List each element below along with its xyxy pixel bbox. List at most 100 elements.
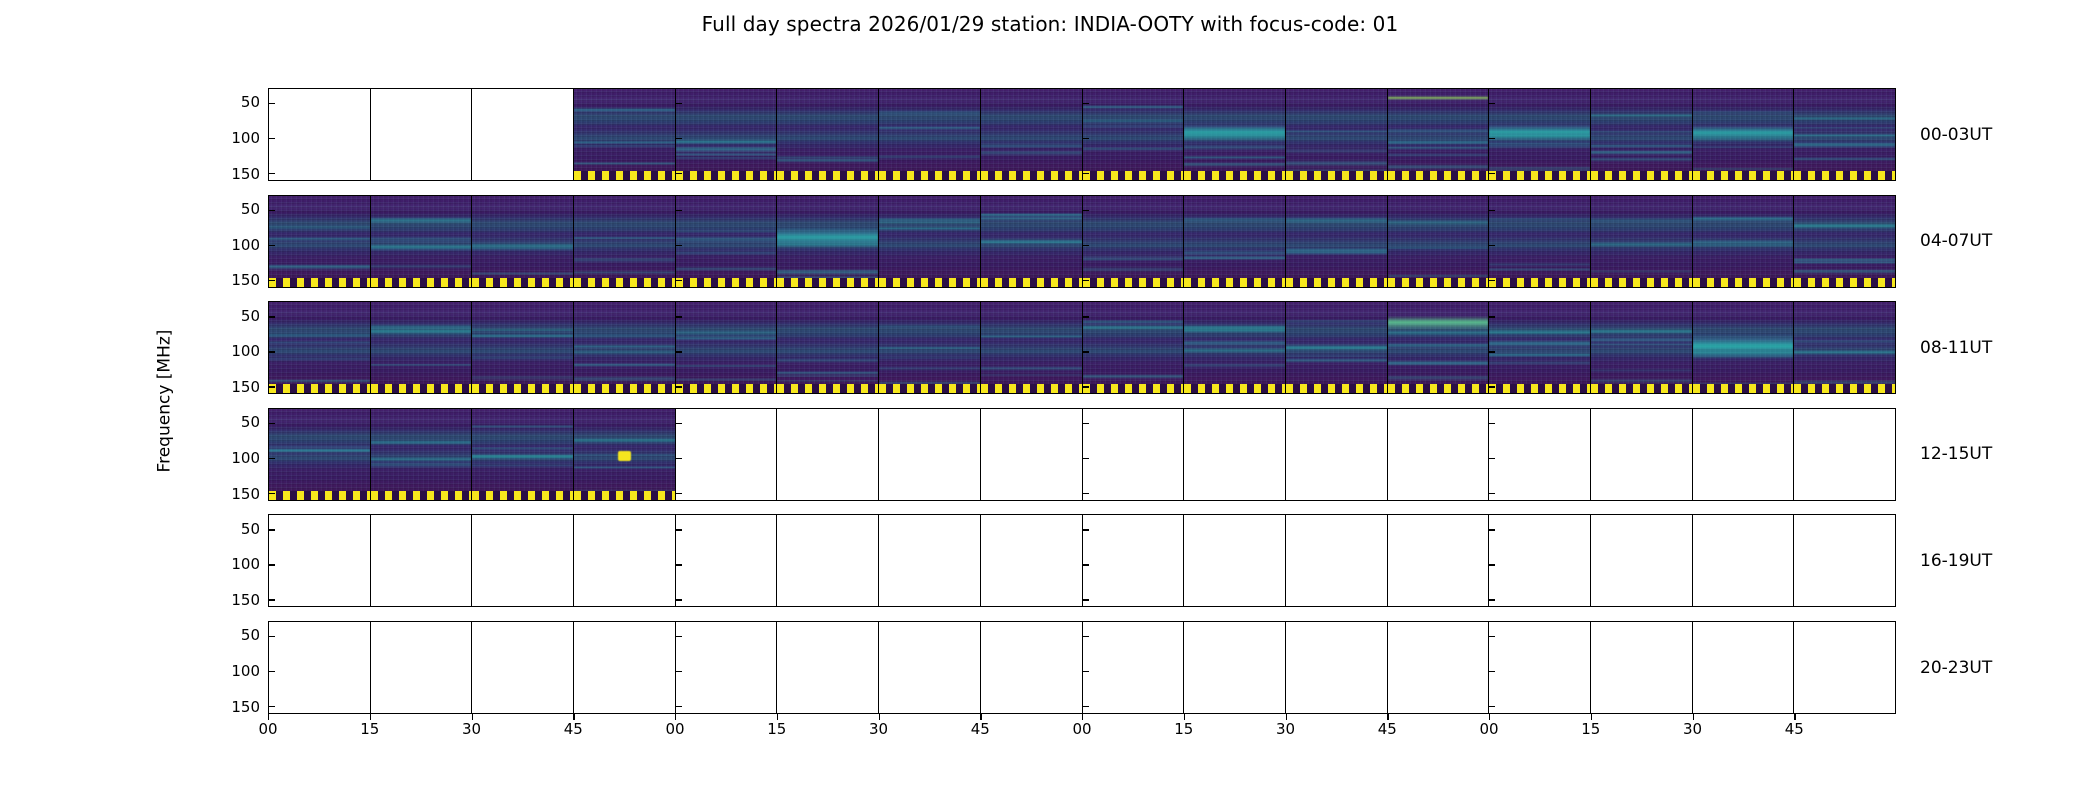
- spectrogram-image: [980, 195, 1082, 287]
- spectrogram-panel[interactable]: [369, 407, 472, 501]
- spectrogram-panel[interactable]: [1793, 621, 1896, 714]
- spectrogram-panel[interactable]: [573, 301, 675, 395]
- spectrogram-panel[interactable]: [1183, 194, 1285, 288]
- spectrogram-panel[interactable]: [573, 194, 675, 288]
- spectrogram-panel[interactable]: [1488, 621, 1590, 714]
- spectrogram-panel[interactable]: [268, 514, 370, 608]
- spectrogram-panel[interactable]: [776, 621, 879, 714]
- spectrogram-panel[interactable]: [471, 88, 574, 181]
- spectrogram-panel[interactable]: [268, 301, 370, 395]
- spectrogram-panel[interactable]: [674, 301, 777, 395]
- spectrogram-panel[interactable]: [1691, 407, 1794, 501]
- spectrogram-panel[interactable]: [1691, 621, 1794, 714]
- y-axis-tick: [1082, 564, 1089, 566]
- spectrogram-panel[interactable]: [1691, 88, 1794, 181]
- spectrogram-panel[interactable]: [573, 88, 675, 181]
- spectrogram-panel[interactable]: [268, 194, 370, 288]
- spectrogram-panel[interactable]: [1488, 301, 1590, 395]
- spectrogram-panel[interactable]: [1589, 514, 1692, 608]
- spectrogram-panel[interactable]: [1793, 407, 1896, 501]
- spectrogram-panel[interactable]: [776, 301, 879, 395]
- spectrogram-panel[interactable]: [1589, 301, 1692, 395]
- spectrogram-panel[interactable]: [878, 514, 980, 608]
- spectrogram-panel[interactable]: [1691, 301, 1794, 395]
- spectrogram-panel[interactable]: [776, 194, 879, 288]
- spectrogram-panel[interactable]: [1183, 301, 1285, 395]
- spectrogram-panel[interactable]: [1488, 194, 1590, 288]
- spectrogram-panel[interactable]: [1081, 621, 1184, 714]
- spectrogram-panel[interactable]: [1284, 194, 1387, 288]
- spectrogram-panel[interactable]: [1183, 514, 1285, 608]
- spectrogram-panel[interactable]: [573, 514, 675, 608]
- spectrogram-panel[interactable]: [1386, 514, 1489, 608]
- spectrogram-panel[interactable]: [878, 301, 980, 395]
- spectrogram-panel[interactable]: [979, 514, 1082, 608]
- spectrogram-panel[interactable]: [369, 194, 472, 288]
- spectrogram-panel[interactable]: [1081, 88, 1184, 181]
- spectrogram-panel[interactable]: [471, 514, 574, 608]
- spectrogram-panel[interactable]: [268, 407, 370, 501]
- spectrogram-panel[interactable]: [1284, 88, 1387, 181]
- spectrogram-panel[interactable]: [1284, 407, 1387, 501]
- spectrogram-panel[interactable]: [1589, 194, 1692, 288]
- spectrogram-panel[interactable]: [878, 407, 980, 501]
- spectrogram-panel[interactable]: [268, 621, 370, 714]
- spectrogram-panel[interactable]: [674, 621, 777, 714]
- spectrogram-panel[interactable]: [878, 194, 980, 288]
- spectrogram-panel[interactable]: [1183, 407, 1285, 501]
- spectrogram-panel[interactable]: [979, 621, 1082, 714]
- spectrogram-panel[interactable]: [1691, 514, 1794, 608]
- spectrogram-panel[interactable]: [1183, 621, 1285, 714]
- spectrogram-panel[interactable]: [1589, 621, 1692, 714]
- spectrogram-panel[interactable]: [369, 88, 472, 181]
- spectrogram-panel[interactable]: [776, 407, 879, 501]
- spectrogram-panel[interactable]: [1589, 407, 1692, 501]
- spectrogram-panel[interactable]: [1081, 407, 1184, 501]
- spectrogram-panel[interactable]: [471, 407, 574, 501]
- quality-flag-strip: [370, 277, 472, 287]
- spectrogram-panel[interactable]: [471, 301, 574, 395]
- spectrogram-panel[interactable]: [979, 407, 1082, 501]
- spectrogram-panel[interactable]: [1793, 514, 1896, 608]
- spectrogram-panel[interactable]: [268, 88, 370, 181]
- spectrogram-panel[interactable]: [674, 407, 777, 501]
- spectrogram-panel[interactable]: [674, 194, 777, 288]
- spectrogram-panel[interactable]: [674, 88, 777, 181]
- spectrogram-panel[interactable]: [1386, 621, 1489, 714]
- spectrogram-panel[interactable]: [1386, 301, 1489, 395]
- spectrogram-panel[interactable]: [471, 621, 574, 714]
- spectrogram-panel[interactable]: [979, 88, 1082, 181]
- spectrogram-panel[interactable]: [1386, 407, 1489, 501]
- spectrogram-panel[interactable]: [1793, 194, 1896, 288]
- spectrogram-panel[interactable]: [1488, 514, 1590, 608]
- spectrogram-panel[interactable]: [1386, 194, 1489, 288]
- spectrogram-panel[interactable]: [979, 194, 1082, 288]
- spectrogram-panel[interactable]: [573, 621, 675, 714]
- spectrogram-panel[interactable]: [1081, 301, 1184, 395]
- spectrogram-panel[interactable]: [1081, 514, 1184, 608]
- spectrogram-panel[interactable]: [1081, 194, 1184, 288]
- spectrogram-panel[interactable]: [979, 301, 1082, 395]
- spectrogram-panel[interactable]: [1488, 407, 1590, 501]
- spectrogram-panel[interactable]: [878, 621, 980, 714]
- spectrogram-panel[interactable]: [1691, 194, 1794, 288]
- spectrogram-panel[interactable]: [1589, 88, 1692, 181]
- spectrogram-panel[interactable]: [573, 407, 675, 501]
- spectrogram-panel[interactable]: [776, 514, 879, 608]
- spectrogram-panel[interactable]: [1793, 301, 1896, 395]
- spectrogram-panel[interactable]: [471, 194, 574, 288]
- spectrogram-panel[interactable]: [776, 88, 879, 181]
- spectrogram-panel[interactable]: [878, 88, 980, 181]
- spectrogram-panel[interactable]: [1183, 88, 1285, 181]
- spectrogram-panel[interactable]: [369, 621, 472, 714]
- spectrogram-panel[interactable]: [369, 301, 472, 395]
- spectrogram-panel[interactable]: [1488, 88, 1590, 181]
- spectrogram-image: [269, 302, 370, 394]
- spectrogram-panel[interactable]: [1386, 88, 1489, 181]
- spectrogram-panel[interactable]: [1284, 301, 1387, 395]
- spectrogram-panel[interactable]: [674, 514, 777, 608]
- spectrogram-panel[interactable]: [1284, 514, 1387, 608]
- spectrogram-panel[interactable]: [1284, 621, 1387, 714]
- spectrogram-panel[interactable]: [1793, 88, 1896, 181]
- spectrogram-panel[interactable]: [369, 514, 472, 608]
